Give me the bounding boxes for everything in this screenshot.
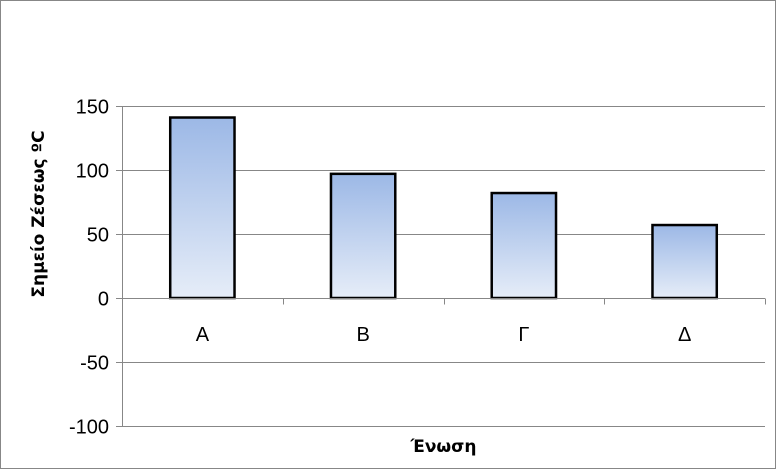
x-tick-label: Γ: [518, 324, 529, 346]
bar-4: [651, 223, 719, 300]
y-tick-label: 150: [76, 97, 109, 119]
bar-3: [490, 191, 558, 300]
x-tick-label: Β: [356, 324, 369, 346]
y-tick-label: 100: [76, 161, 109, 183]
x-tick-label: Δ: [678, 324, 691, 346]
x-axis-title: Ένωση: [409, 437, 476, 457]
bar-2: [329, 172, 397, 300]
y-tick-label: 0: [98, 289, 109, 311]
y-tick-label: -100: [69, 417, 109, 439]
x-tick-label: Α: [196, 324, 210, 346]
y-tick-label: 50: [87, 225, 109, 247]
bar-1: [168, 116, 236, 300]
axes: [116, 106, 766, 427]
y-tick-label: -50: [80, 353, 109, 375]
tick-labels: 150 100 50 0 -50 -100 Α Β Γ Δ: [69, 97, 691, 439]
y-axis-title: Σημείο Ζέσεως ºC: [29, 130, 49, 297]
bars: [168, 116, 719, 300]
